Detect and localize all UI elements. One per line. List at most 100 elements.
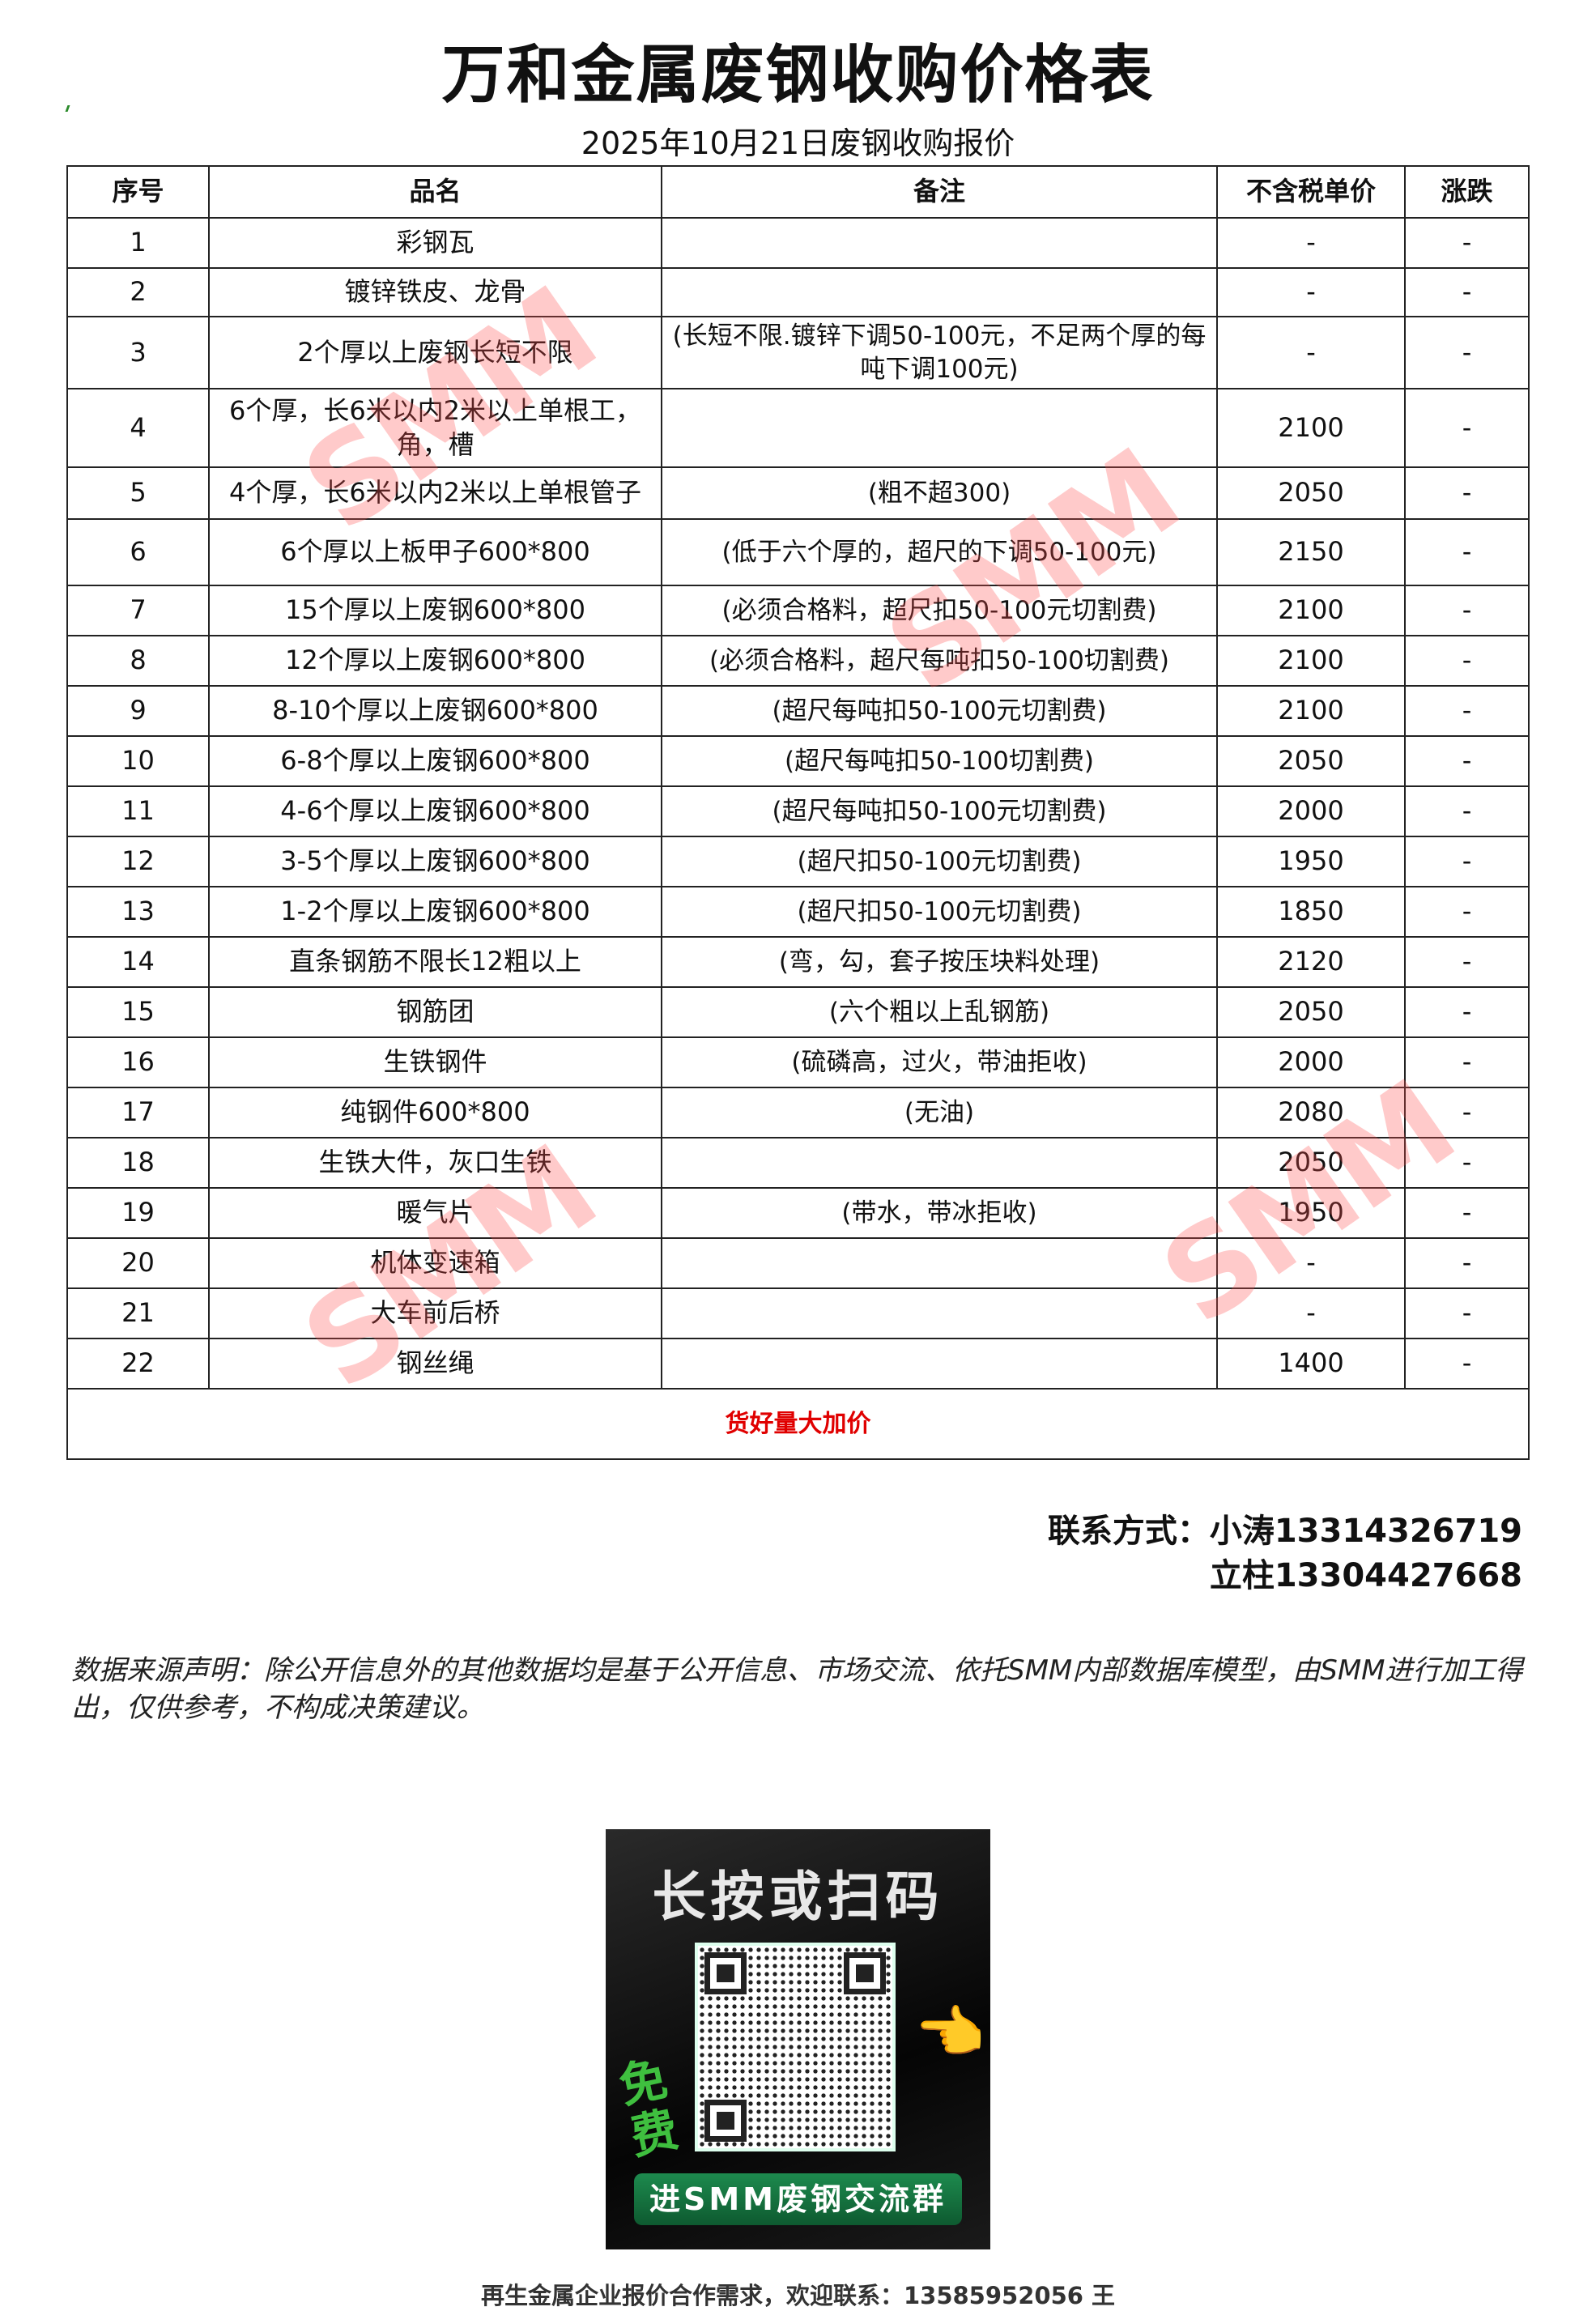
price-table: 序号 品名 备注 不含税单价 涨跌 1 彩钢瓦 - -2 镀锌铁皮、龙骨 - -3 2个厚以上…: [66, 165, 1530, 1460]
cell-index: 8: [66, 635, 210, 687]
cell-note: [661, 388, 1218, 468]
cell-name: 机体变速箱: [208, 1237, 662, 1289]
cell-change: -: [1404, 1338, 1530, 1390]
qr-code-banner[interactable]: 长按或扫码 免费 👈 进SMM废钢交流群: [606, 1829, 990, 2249]
cell-note: (长短不限.镀锌下调50-100元，不足两个厚的每吨下调100元): [661, 316, 1218, 389]
cell-index: 5: [66, 466, 210, 520]
cell-change: -: [1404, 1087, 1530, 1138]
cell-name: 暖气片: [208, 1187, 662, 1239]
cell-index: 7: [66, 585, 210, 636]
table-row: 6 6个厚以上板甲子600*800 (低于六个厚的，超尺的下调50-100元) 215…: [66, 518, 1530, 586]
cell-note: (必须合格料，超尺扣50-100元切割费): [661, 585, 1218, 636]
cell-change: -: [1404, 685, 1530, 737]
cell-note: [661, 1338, 1218, 1390]
cell-price: 1950: [1216, 1187, 1406, 1239]
cell-price: 2080: [1216, 1087, 1406, 1138]
cell-index: 22: [66, 1338, 210, 1390]
table-row: 19 暖气片 (带水，带冰拒收) 1950-: [66, 1187, 1530, 1239]
cell-note: (六个粗以上乱钢筋): [661, 986, 1218, 1038]
cell-change: -: [1404, 735, 1530, 787]
cell-index: 15: [66, 986, 210, 1038]
cell-change: -: [1404, 466, 1530, 520]
table-row: 17 纯钢件600*800 (无油) 2080-: [66, 1087, 1530, 1138]
table-row: 15 钢筋团 (六个粗以上乱钢筋) 2050-: [66, 986, 1530, 1038]
table-row: 13 1-2个厚以上废钢600*800 (超尺扣50-100元切割费) 1850-: [66, 886, 1530, 938]
cell-change: -: [1404, 936, 1530, 988]
table-row: 5 4个厚，长6米以内2米以上单根管子 (粗不超300) 2050-: [66, 466, 1530, 520]
cell-index: 13: [66, 886, 210, 938]
cell-price: -: [1216, 1237, 1406, 1289]
cell-name: 生铁钢件: [208, 1036, 662, 1088]
cell-name: 8-10个厚以上废钢600*800: [208, 685, 662, 737]
cell-price: 2050: [1216, 1137, 1406, 1189]
cell-name: 大车前后桥: [208, 1287, 662, 1339]
cell-note: (无油): [661, 1087, 1218, 1138]
cell-name: 彩钢瓦: [208, 217, 662, 269]
table-header-row: 序号 品名 备注 不含税单价 涨跌: [66, 165, 1530, 219]
table-row: 18 生铁大件，灰口生铁 2050-: [66, 1137, 1530, 1189]
table-row: 8 12个厚以上废钢600*800 (必须合格料，超尺每吨扣50-100切割费) 21…: [66, 635, 1530, 687]
header-note: 备注: [661, 165, 1218, 219]
table-row: 4 6个厚，长6米以内2米以上单根工，角，槽 2100-: [66, 388, 1530, 468]
page-title: 万和金属废钢收购价格表: [441, 39, 1155, 112]
cell-name: 钢丝绳: [208, 1338, 662, 1390]
cell-note: (超尺扣50-100元切割费): [661, 886, 1218, 938]
cell-price: 2000: [1216, 785, 1406, 837]
table-row: 22 钢丝绳 1400-: [66, 1338, 1530, 1390]
cell-index: 16: [66, 1036, 210, 1088]
cell-name: 纯钢件600*800: [208, 1087, 662, 1138]
cell-change: -: [1404, 986, 1530, 1038]
cell-name: 直条钢筋不限长12粗以上: [208, 936, 662, 988]
cell-change: -: [1404, 1187, 1530, 1239]
cell-price: 2120: [1216, 936, 1406, 988]
header-index: 序号: [66, 165, 210, 219]
cell-note: [661, 1137, 1218, 1189]
cell-change: -: [1404, 1237, 1530, 1289]
cell-note: (弯，勾，套子按压块料处理): [661, 936, 1218, 988]
cell-change: -: [1404, 316, 1530, 389]
cell-name: 生铁大件，灰口生铁: [208, 1137, 662, 1189]
cell-index: 14: [66, 936, 210, 988]
cell-change: -: [1404, 1036, 1530, 1088]
header-name: 品名: [208, 165, 662, 219]
cell-change: -: [1404, 1287, 1530, 1339]
table-row: 7 15个厚以上废钢600*800 (必须合格料，超尺扣50-100元切割费) 210…: [66, 585, 1530, 636]
cell-index: 1: [66, 217, 210, 269]
cell-price: 2100: [1216, 635, 1406, 687]
qr-finder-icon: [704, 2100, 747, 2142]
bottom-contact-note: 再生金属企业报价合作需求，欢迎联系：13585952056 王: [480, 2282, 1116, 2309]
cell-index: 6: [66, 518, 210, 586]
cell-name: 6-8个厚以上废钢600*800: [208, 735, 662, 787]
cell-index: 9: [66, 685, 210, 737]
header-price: 不含税单价: [1216, 165, 1406, 219]
cell-index: 10: [66, 735, 210, 787]
page-subtitle: 2025年10月21日废钢收购报价: [581, 126, 1015, 161]
qr-heading: 长按或扫码: [652, 1866, 944, 1928]
qr-code-image[interactable]: [695, 1943, 896, 2151]
cell-price: 2100: [1216, 585, 1406, 636]
cell-name: 12个厚以上废钢600*800: [208, 635, 662, 687]
table-row: 14 直条钢筋不限长12粗以上 (弯，勾，套子按压块料处理) 2120-: [66, 936, 1530, 988]
cell-change: -: [1404, 886, 1530, 938]
cell-price: 1850: [1216, 886, 1406, 938]
cell-price: 2100: [1216, 685, 1406, 737]
qr-finder-icon: [704, 1952, 747, 1994]
cell-name: 6个厚以上板甲子600*800: [208, 518, 662, 586]
cell-index: 20: [66, 1237, 210, 1289]
cell-note: [661, 267, 1218, 317]
cell-index: 3: [66, 316, 210, 389]
cell-price: 2000: [1216, 1036, 1406, 1088]
cell-index: 2: [66, 267, 210, 317]
cell-name: 3-5个厚以上废钢600*800: [208, 836, 662, 887]
table-row: 1 彩钢瓦 - -: [66, 217, 1530, 269]
table-row: 21 大车前后桥 - -: [66, 1287, 1530, 1339]
cell-index: 4: [66, 388, 210, 468]
table-row: 10 6-8个厚以上废钢600*800 (超尺每吨扣50-100切割费) 2050-: [66, 735, 1530, 787]
cell-index: 19: [66, 1187, 210, 1239]
join-group-button[interactable]: 进SMM废钢交流群: [634, 2173, 962, 2225]
cell-price: 1400: [1216, 1338, 1406, 1390]
cell-note: (超尺每吨扣50-100元切割费): [661, 685, 1218, 737]
header-change: 涨跌: [1404, 165, 1530, 219]
cell-name: 4个厚，长6米以内2米以上单根管子: [208, 466, 662, 520]
table-row: 20 机体变速箱 - -: [66, 1237, 1530, 1289]
